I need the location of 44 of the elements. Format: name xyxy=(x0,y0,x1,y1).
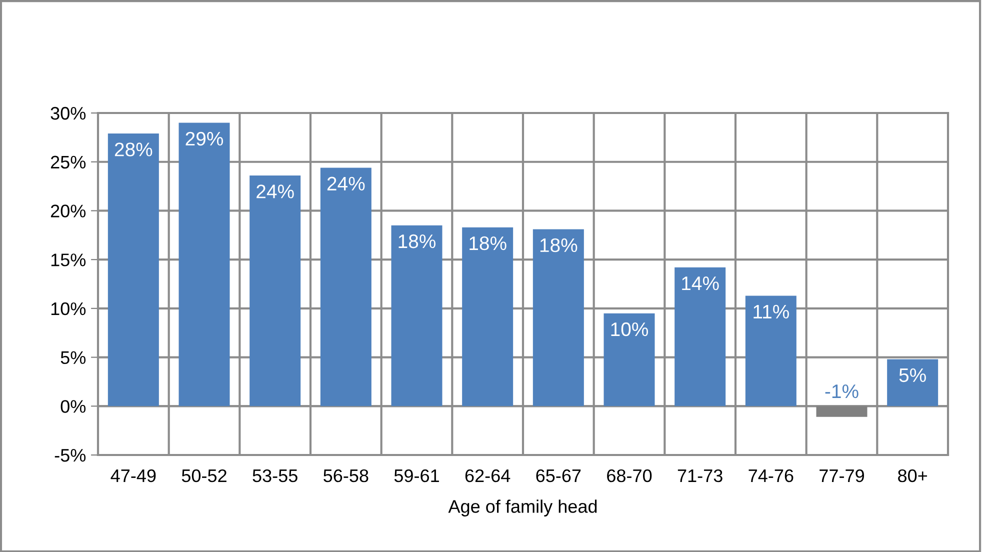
data-label: 5% xyxy=(899,368,926,382)
bar xyxy=(108,134,159,406)
data-label: 10% xyxy=(611,322,648,336)
bar xyxy=(178,122,230,406)
y-tick-label: -5% xyxy=(54,449,86,462)
x-tick-label: 59-61 xyxy=(394,469,439,482)
x-tick-label: 47-49 xyxy=(110,469,156,482)
data-label: 18% xyxy=(470,236,506,250)
y-tick-label: 5% xyxy=(60,351,86,364)
data-label: 29% xyxy=(186,132,224,146)
bar xyxy=(532,229,584,406)
x-tick-label: 77-79 xyxy=(820,469,864,482)
data-label: 24% xyxy=(327,176,365,190)
x-tick-label: 65-67 xyxy=(536,469,581,482)
bar xyxy=(674,267,726,406)
data-label: 18% xyxy=(398,234,436,248)
x-tick-label: 50-52 xyxy=(182,469,226,482)
bar xyxy=(887,359,938,406)
bar xyxy=(745,296,796,406)
data-label: 28% xyxy=(114,142,152,156)
bar xyxy=(250,176,301,406)
x-tick-label: 56-58 xyxy=(324,469,368,482)
x-tick-label: 53-55 xyxy=(252,469,298,482)
bar xyxy=(320,168,372,406)
x-tick-label: 71-73 xyxy=(678,469,722,482)
y-tick-label: 0% xyxy=(60,400,86,413)
data-label: 11% xyxy=(754,304,789,318)
x-tick-label: 80+ xyxy=(898,469,928,482)
x-tick-label: 74-76 xyxy=(748,469,794,482)
x-tick-label: 68-70 xyxy=(607,469,652,482)
data-label: 24% xyxy=(256,184,294,198)
y-tick-label: 20% xyxy=(50,204,86,218)
data-label: -1% xyxy=(825,384,858,398)
x-tick-label: 62-64 xyxy=(465,469,510,482)
data-label: 14% xyxy=(682,276,719,290)
y-tick-label: 30% xyxy=(50,106,86,120)
y-tick-label: 10% xyxy=(51,302,86,316)
y-tick-label: 25% xyxy=(50,156,86,169)
bar xyxy=(391,225,442,406)
y-tick-label: 15% xyxy=(51,254,86,266)
bar xyxy=(604,313,655,406)
data-label: 18% xyxy=(540,238,578,252)
x-axis-title: Age of family head xyxy=(448,500,597,516)
bar xyxy=(462,227,514,406)
